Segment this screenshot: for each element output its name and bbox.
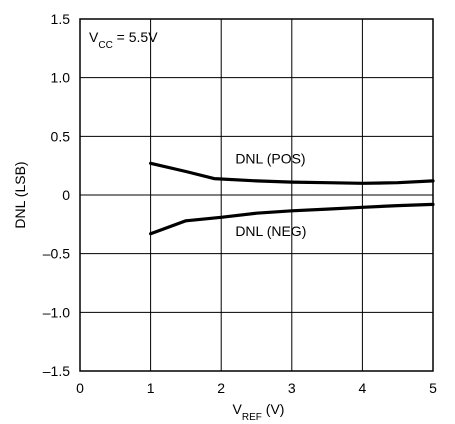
y-tick-label: 1.5 (51, 11, 71, 27)
series-label-dnl-neg: DNL (NEG) (235, 223, 306, 239)
x-tick-label: 2 (217, 380, 225, 396)
x-tick-label: 4 (359, 380, 367, 396)
x-tick-label: 1 (147, 380, 155, 396)
y-tick-label: –1.0 (43, 304, 70, 320)
series-line-dnl-pos (149, 161, 435, 185)
series-line-dnl-neg (149, 202, 435, 236)
vcc-annotation: VCC = 5.5V (89, 29, 158, 51)
y-tick-label: 0 (62, 187, 70, 203)
series-label-dnl-pos: DNL (POS) (235, 150, 305, 166)
series-layer (149, 161, 435, 236)
y-tick-label: 1.0 (51, 70, 71, 86)
x-tick-label: 5 (429, 380, 437, 396)
y-tick-label: –0.5 (43, 246, 70, 262)
y-tick-labels: –1.5 –1.0 –0.5 0 0.5 1.0 1.5 (43, 11, 70, 379)
y-tick-label: –1.5 (43, 363, 70, 379)
grid (79, 18, 434, 372)
x-tick-label: 0 (76, 380, 84, 396)
x-tick-label: 3 (288, 380, 296, 396)
x-axis-title: VREF (V) (233, 401, 285, 423)
plot-frame (79, 18, 434, 372)
y-axis-title: DNL (LSB) (12, 161, 28, 228)
y-tick-label: 0.5 (51, 128, 71, 144)
x-tick-labels: 0 1 2 3 4 5 (76, 380, 437, 396)
